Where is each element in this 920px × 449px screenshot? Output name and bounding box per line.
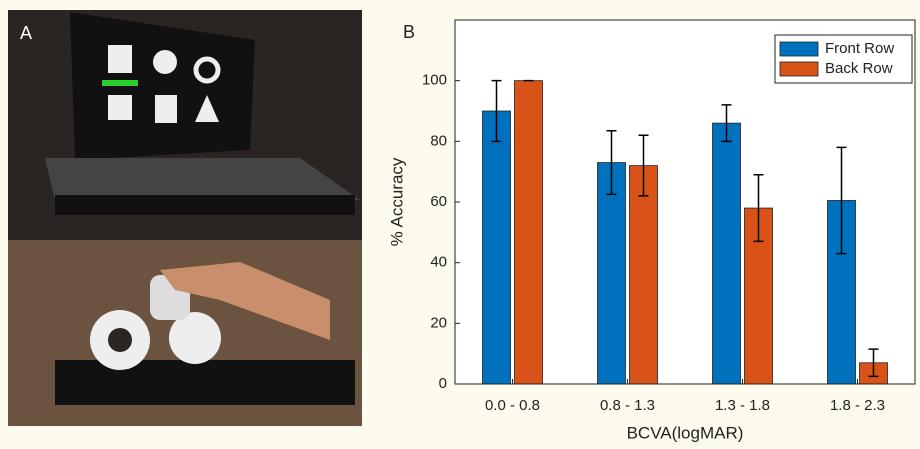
y-tick-label: 40: [430, 254, 447, 271]
torus-hole: [108, 328, 132, 352]
y-tick-label: 0: [439, 375, 447, 392]
screen-shape: [108, 95, 132, 120]
figure: A B 0 20 40 60 80 100 0.0 - 0.8 0.8 - 1.3 1.3 - 1…: [0, 0, 920, 449]
bar: [483, 111, 511, 384]
screen-shape: [153, 50, 177, 74]
x-tick-label: 1.8 - 2.3: [830, 397, 885, 414]
bar: [713, 123, 741, 384]
legend-swatch: [780, 62, 818, 76]
y-tick-label: 60: [430, 193, 447, 210]
legend-label: Back Row: [825, 60, 893, 77]
screen-highlight: [102, 80, 138, 86]
y-tick-label: 20: [430, 314, 447, 331]
y-tick-label: 80: [430, 132, 447, 149]
legend-swatch: [780, 42, 818, 56]
chart: B 0 20 40 60 80 100 0.0 - 0.8 0.8 - 1.3 1.3 - 1.8…: [387, 20, 915, 442]
bar: [515, 81, 543, 384]
photo: A: [8, 10, 362, 426]
page: A B 0 20 40 60 80 100 0.0 - 0.8 0.8 - 1.3 1.3 - 1…: [0, 0, 920, 449]
y-tick-label: 100: [422, 72, 447, 89]
frame: [55, 195, 355, 215]
panel-label: B: [403, 22, 415, 42]
legend-label: Front Row: [825, 40, 894, 57]
x-axis-label: BCVA(logMAR): [627, 423, 744, 442]
bar: [598, 163, 626, 384]
panel-label: A: [20, 23, 32, 43]
x-tick-label: 1.3 - 1.8: [715, 397, 770, 414]
base-plate: [55, 360, 355, 405]
screen-shape: [108, 45, 132, 73]
x-tick-label: 0.8 - 1.3: [600, 397, 655, 414]
screen-shape: [155, 95, 177, 123]
x-tick-label: 0.0 - 0.8: [485, 397, 540, 414]
y-axis-label: % Accuracy: [387, 157, 406, 246]
bar: [630, 166, 658, 384]
